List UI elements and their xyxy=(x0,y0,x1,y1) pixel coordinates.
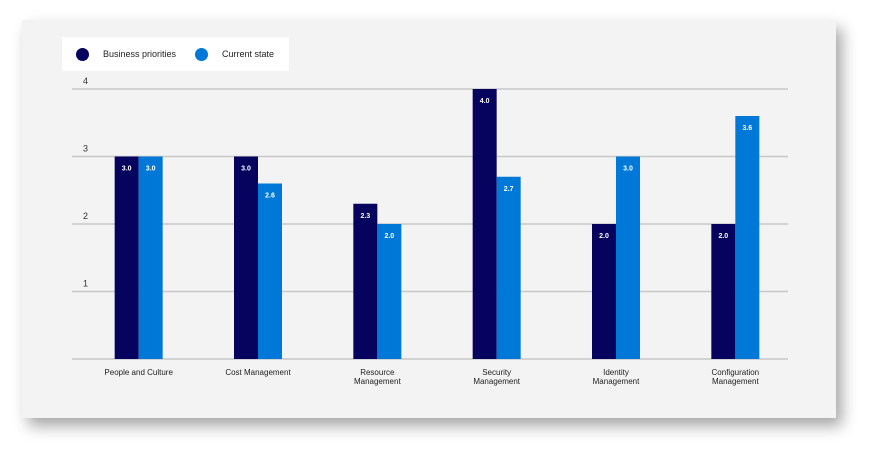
legend-label-current-state: Current state xyxy=(222,49,275,59)
y-tick-label-1: 1 xyxy=(83,279,88,289)
data-label-current-state-1: 2.6 xyxy=(265,193,275,200)
bar-business-priorities-1 xyxy=(234,156,258,359)
data-label-current-state-5: 3.6 xyxy=(742,125,752,132)
data-label-business-priorities-4: 2.0 xyxy=(599,233,609,240)
legend-item-business-priorities: Business priorities xyxy=(76,46,176,62)
y-tick-label-4: 4 xyxy=(83,76,88,86)
chart-legend: Business priorities Current state xyxy=(62,37,289,71)
legend-label-business-priorities: Business priorities xyxy=(103,49,177,59)
legend-item-current-state: Current state xyxy=(195,46,274,62)
data-label-business-priorities-0: 3.0 xyxy=(122,166,132,173)
x-category-label-4-line-0: Identity xyxy=(603,368,629,377)
bar-current-state-5 xyxy=(735,116,760,359)
bar-business-priorities-5 xyxy=(711,224,736,359)
bar-business-priorities-4 xyxy=(592,224,616,359)
bar-current-state-0 xyxy=(138,156,163,359)
x-category-label-0-line-0: People and Culture xyxy=(104,368,173,377)
x-category-label-3-line-1: Management xyxy=(473,377,520,386)
bar-business-priorities-0 xyxy=(114,156,139,359)
data-label-business-priorities-5: 2.0 xyxy=(718,233,728,240)
x-category-label-5-line-0: Configuration xyxy=(712,368,760,377)
y-tick-label-3: 3 xyxy=(83,144,88,154)
x-category-label-4-line-1: Management xyxy=(593,377,640,386)
data-label-current-state-4: 3.0 xyxy=(623,166,633,173)
legend-swatch-current-state xyxy=(195,47,208,61)
data-label-current-state-0: 3.0 xyxy=(146,166,156,173)
data-label-business-priorities-1: 3.0 xyxy=(241,166,251,173)
bar-current-state-2 xyxy=(377,224,402,359)
x-category-label-5-line-1: Management xyxy=(712,377,759,386)
x-category-label-3-line-0: Security xyxy=(482,368,511,377)
bar-business-priorities-2 xyxy=(353,203,378,359)
x-category-label-1-line-0: Cost Management xyxy=(225,368,291,377)
legend-swatch-business-priorities xyxy=(76,47,89,61)
bar-business-priorities-3 xyxy=(472,89,497,359)
data-label-business-priorities-2: 2.3 xyxy=(360,213,370,220)
bar-current-state-4 xyxy=(616,156,640,359)
data-label-current-state-3: 2.7 xyxy=(504,186,514,193)
x-category-label-2-line-0: Resource xyxy=(360,368,395,377)
x-category-label-2-line-1: Management xyxy=(354,377,401,386)
bar-current-state-1 xyxy=(258,183,282,359)
data-label-business-priorities-3: 4.0 xyxy=(480,98,490,105)
y-tick-label-2: 2 xyxy=(83,211,88,221)
bar-current-state-3 xyxy=(496,176,521,359)
data-label-current-state-2: 2.0 xyxy=(384,233,394,240)
